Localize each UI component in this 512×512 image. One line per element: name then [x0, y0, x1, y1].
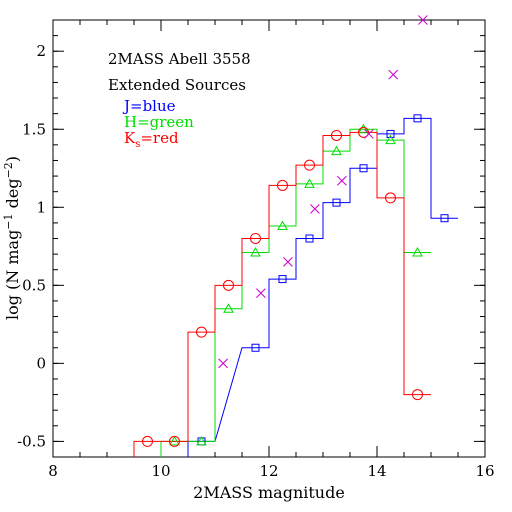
series-K-point: [358, 126, 369, 138]
series-H-point: [277, 220, 288, 231]
legend-k-sub: s: [135, 139, 140, 150]
series-J-point: [386, 129, 395, 138]
cross-stroke: [218, 358, 228, 369]
cross-stroke: [418, 15, 428, 25]
legend-k-suffix: =red: [140, 129, 179, 147]
series-J-point: [278, 275, 287, 284]
series-K-point: [250, 233, 261, 244]
series-H-point: [169, 435, 180, 446]
legend-k: Ks=red: [124, 129, 179, 150]
y-tick-label: 0.5: [22, 276, 46, 294]
series-K-point: [412, 389, 423, 401]
series-J-point: [305, 234, 314, 243]
legend-k-prefix: K: [124, 129, 136, 147]
series-K-point: [277, 179, 288, 191]
series-extra-point: [283, 257, 293, 267]
axis-tick-labels: 8 10 12 14 16 -0.5 0 0.5 1 1.5 2: [17, 42, 494, 480]
y-axis-label-sup1: −1: [2, 213, 15, 229]
series-H-point: [385, 134, 396, 145]
y-tick-label: 0: [36, 354, 46, 372]
y-axis-label-prefix: log (N mag: [3, 230, 22, 320]
series-extra-point: [364, 129, 374, 139]
series-J-point: [413, 114, 422, 123]
series-H-point: [196, 435, 207, 446]
y-axis-label-sup2: −2: [2, 162, 15, 178]
cross-stroke: [364, 129, 374, 139]
series-extra-point: [256, 288, 266, 298]
series-K-step-line: [133, 131, 431, 457]
series-H-point: [223, 303, 234, 313]
cross-stroke: [310, 203, 320, 214]
y-tick-label: 2: [36, 42, 46, 60]
series-J-point: [251, 343, 260, 352]
series-markers: [142, 15, 449, 447]
series-extra-point: [310, 203, 320, 214]
series-extra-point: [388, 69, 399, 80]
series-H-point: [304, 178, 315, 188]
x-tick-label: 12: [259, 462, 278, 480]
series-K-point: [223, 279, 234, 291]
series-H-point: [412, 247, 423, 257]
x-tick-label: 14: [367, 462, 386, 480]
cross-stroke: [283, 257, 293, 267]
series-K-point: [169, 435, 180, 447]
y-axis-label: log (N mag−1 deg−2): [2, 156, 22, 320]
annotation-subtitle: Extended Sources: [108, 76, 246, 94]
series-extra-point: [337, 175, 347, 186]
annotation-title: 2MASS Abell 3558: [108, 50, 251, 68]
cross-stroke: [388, 69, 399, 80]
series-extra-point: [418, 15, 428, 25]
legend-j: J=blue: [122, 97, 176, 115]
series-K-point: [331, 129, 342, 141]
series-J-point: [440, 214, 449, 223]
series-J-step-line: [187, 117, 458, 457]
y-tick-label: 1: [36, 198, 46, 216]
series-J-point: [332, 198, 341, 207]
series-extra-point: [218, 358, 228, 369]
x-tick-label: 10: [151, 462, 170, 480]
y-tick-label: -0.5: [17, 432, 46, 450]
legend-h: H=green: [124, 113, 194, 131]
series-K-point: [142, 435, 153, 447]
series-H-point: [358, 123, 369, 134]
series-K-point: [304, 159, 315, 171]
series-H-point: [250, 247, 261, 257]
series-H-point: [331, 145, 342, 156]
series-K-point: [196, 326, 207, 338]
series-lines: [133, 117, 458, 457]
y-axis-label-suffix: ): [3, 156, 22, 162]
x-tick-label: 8: [48, 462, 58, 480]
y-axis-label-mid: deg: [3, 178, 22, 213]
x-tick-label: 16: [475, 462, 494, 480]
series-J-point: [359, 164, 368, 173]
cross-stroke: [256, 288, 266, 298]
series-K-point: [385, 192, 396, 204]
y-tick-label: 1.5: [22, 120, 46, 138]
cross-stroke: [337, 175, 347, 186]
x-axis-label: 2MASS magnitude: [193, 483, 345, 502]
